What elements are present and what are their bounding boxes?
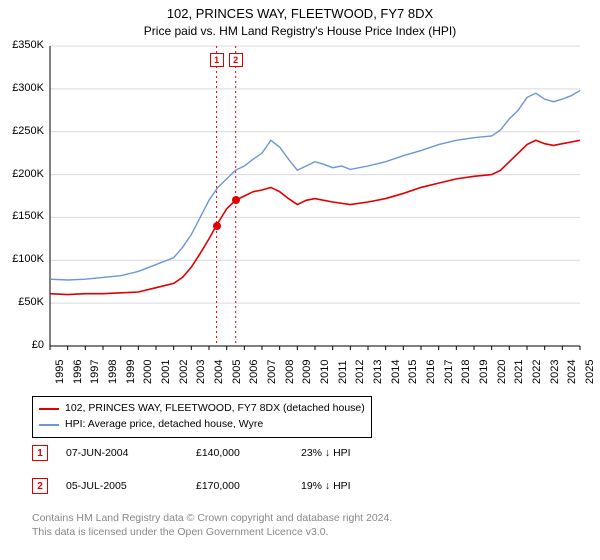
sale-point-label: 2 <box>229 53 243 67</box>
sale-point-dot <box>232 196 240 204</box>
sale-date: 07-JUN-2004 <box>66 447 196 459</box>
x-tick-label: 2012 <box>354 360 366 384</box>
x-tick-label: 2006 <box>248 360 260 384</box>
x-tick-label: 2003 <box>195 360 207 384</box>
x-tick-label: 2020 <box>496 360 508 384</box>
x-tick-label: 2015 <box>407 360 419 384</box>
legend-label: 102, PRINCES WAY, FLEETWOOD, FY7 8DX (de… <box>65 401 365 417</box>
y-tick-label: £350K <box>0 39 44 51</box>
x-tick-label: 2024 <box>566 360 578 384</box>
y-tick-label: £300K <box>0 82 44 94</box>
x-tick-label: 2023 <box>549 360 561 384</box>
x-tick-label: 2007 <box>266 360 278 384</box>
sale-point-label: 1 <box>210 53 224 67</box>
x-tick-label: 2019 <box>478 360 490 384</box>
y-tick-label: £100K <box>0 253 44 265</box>
legend-label: HPI: Average price, detached house, Wyre <box>65 417 263 433</box>
footer-line: This data is licensed under the Open Gov… <box>32 526 392 540</box>
x-tick-label: 2000 <box>142 360 154 384</box>
footer-line: Contains HM Land Registry data © Crown c… <box>32 512 392 526</box>
x-tick-label: 2018 <box>460 360 472 384</box>
x-tick-label: 1995 <box>54 360 66 384</box>
sale-price: £140,000 <box>196 447 301 459</box>
sale-diff: 23% ↓ HPI <box>301 447 351 459</box>
chart-container: 102, PRINCES WAY, FLEETWOOD, FY7 8DX Pri… <box>0 0 600 560</box>
y-tick-label: £0 <box>0 339 44 351</box>
x-tick-label: 2025 <box>584 360 596 384</box>
x-tick-label: 2001 <box>160 360 172 384</box>
x-tick-label: 2016 <box>425 360 437 384</box>
x-tick-label: 2013 <box>372 360 384 384</box>
y-tick-label: £150K <box>0 210 44 222</box>
x-tick-label: 2017 <box>443 360 455 384</box>
legend-item: 102, PRINCES WAY, FLEETWOOD, FY7 8DX (de… <box>39 401 365 417</box>
x-tick-label: 1996 <box>72 360 84 384</box>
x-tick-label: 2011 <box>337 360 349 384</box>
y-tick-label: £50K <box>0 296 44 308</box>
x-tick-label: 1999 <box>125 360 137 384</box>
x-tick-label: 2010 <box>319 360 331 384</box>
sale-date: 05-JUL-2005 <box>66 480 196 492</box>
sale-row: 2 05-JUL-2005 £170,000 19% ↓ HPI <box>32 478 351 494</box>
x-tick-label: 2014 <box>390 360 402 384</box>
x-tick-label: 1997 <box>89 360 101 384</box>
x-tick-label: 2022 <box>531 360 543 384</box>
footer-attribution: Contains HM Land Registry data © Crown c… <box>32 512 392 539</box>
x-tick-label: 2005 <box>231 360 243 384</box>
y-tick-label: £200K <box>0 168 44 180</box>
legend-item: HPI: Average price, detached house, Wyre <box>39 417 365 433</box>
x-tick-label: 2004 <box>213 360 225 384</box>
sale-marker-badge: 2 <box>32 478 48 494</box>
y-tick-label: £250K <box>0 125 44 137</box>
x-tick-label: 1998 <box>107 360 119 384</box>
x-tick-label: 2008 <box>284 360 296 384</box>
sale-price: £170,000 <box>196 480 301 492</box>
sale-row: 1 07-JUN-2004 £140,000 23% ↓ HPI <box>32 445 351 461</box>
sale-diff: 19% ↓ HPI <box>301 480 351 492</box>
x-tick-label: 2002 <box>178 360 190 384</box>
sale-point-dot <box>213 222 221 230</box>
x-tick-label: 2021 <box>513 360 525 384</box>
sale-marker-badge: 1 <box>32 445 48 461</box>
legend-swatch <box>39 408 59 410</box>
legend: 102, PRINCES WAY, FLEETWOOD, FY7 8DX (de… <box>32 396 372 438</box>
legend-swatch <box>39 424 59 426</box>
x-tick-label: 2009 <box>301 360 313 384</box>
chart-plot <box>0 0 590 356</box>
